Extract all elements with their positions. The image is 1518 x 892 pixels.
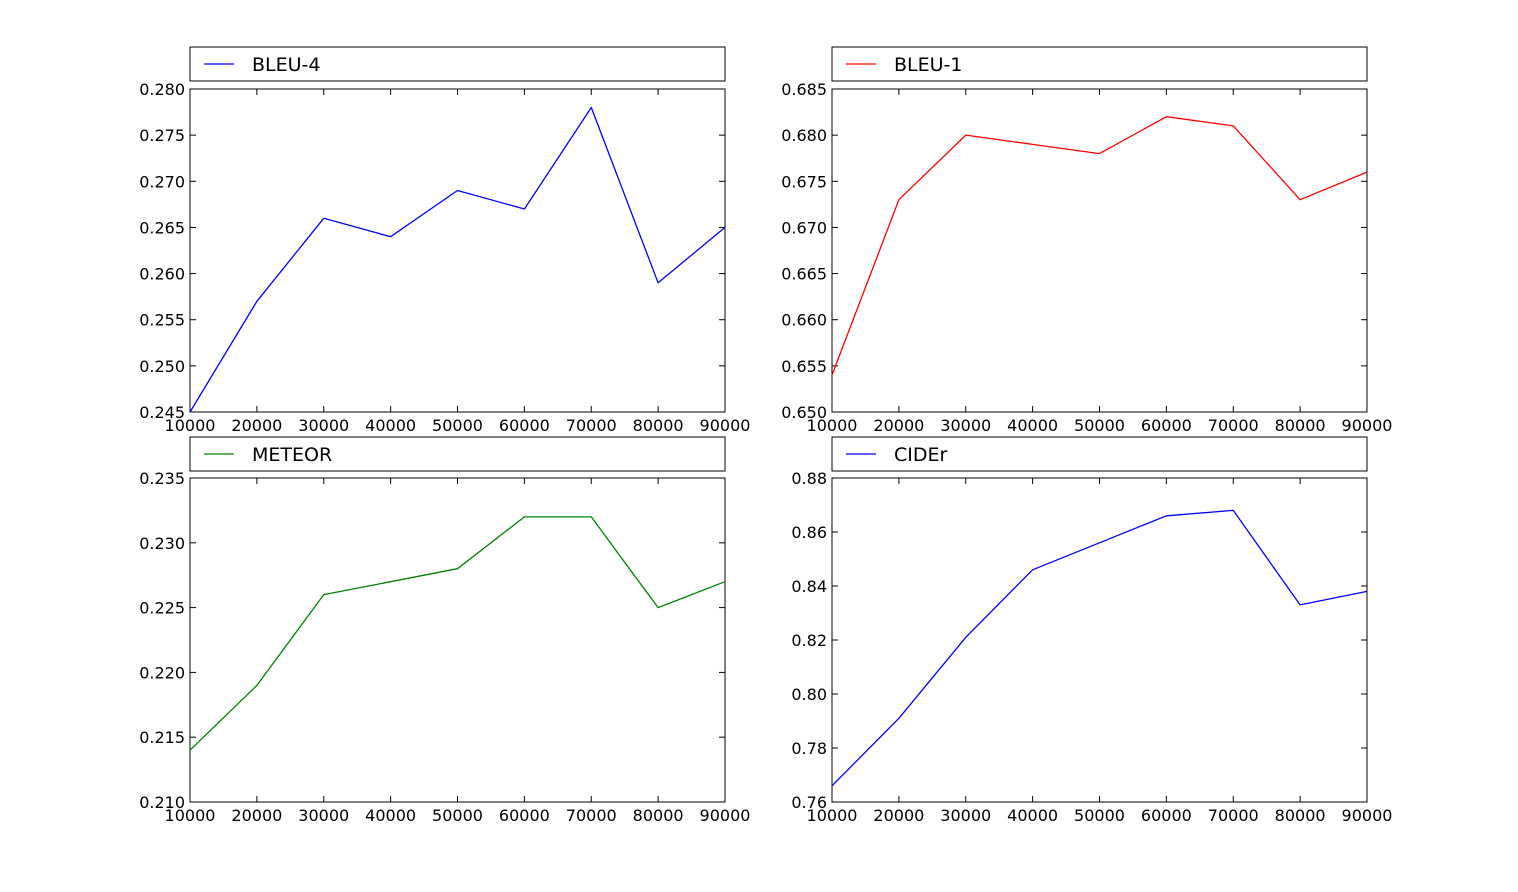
axes-frame	[189, 477, 726, 803]
x-tick-label: 90000	[1342, 806, 1393, 825]
y-tick-label: 0.665	[781, 265, 827, 284]
y-tick-label: 0.655	[781, 357, 827, 376]
x-tick-label: 90000	[700, 416, 751, 435]
legend-box	[831, 46, 1368, 82]
x-tick-label: 10000	[807, 806, 858, 825]
chart-panel-1: BLEU-4 10000 20000 30000 40000 50000 60000 7000…	[139, 46, 751, 435]
y-tick-label: 0.660	[781, 311, 827, 330]
x-tick-label: 40000	[365, 806, 416, 825]
x-tick-label: 50000	[1074, 416, 1125, 435]
y-tick-label: 0.76	[791, 793, 827, 812]
x-tick-label: 10000	[165, 806, 216, 825]
chart-panel-4: CIDEr 10000 20000 30000 40000 50000 60000 70000…	[791, 436, 1393, 825]
x-tick-label: 70000	[566, 416, 617, 435]
legend-box	[831, 436, 1368, 472]
x-tick-label: 20000	[873, 416, 924, 435]
x-tick-label: 50000	[432, 416, 483, 435]
legend-label: BLEU-4	[252, 54, 320, 76]
axes-frame	[831, 477, 1368, 803]
x-tick-label: 70000	[1208, 806, 1259, 825]
x-tick-label: 40000	[1007, 806, 1058, 825]
x-tick-label: 80000	[633, 416, 684, 435]
y-tick-label: 0.215	[139, 728, 185, 747]
y-tick-label: 0.86	[791, 523, 827, 542]
x-tick-label: 70000	[1208, 416, 1259, 435]
x-tick-label: 60000	[1141, 416, 1192, 435]
y-tick-label: 0.270	[139, 172, 185, 191]
x-tick-label: 30000	[298, 416, 349, 435]
y-tick-label: 0.235	[139, 469, 185, 488]
x-tick-label: 70000	[566, 806, 617, 825]
y-tick-label: 0.260	[139, 265, 185, 284]
y-tick-label: 0.245	[139, 403, 185, 422]
legend-label: METEOR	[252, 444, 332, 466]
x-tick-label: 80000	[1275, 806, 1326, 825]
x-tick-label: 60000	[1141, 806, 1192, 825]
y-tick-label: 0.685	[781, 80, 827, 99]
x-tick-label: 90000	[700, 806, 751, 825]
y-tick-label: 0.225	[139, 599, 185, 618]
y-tick-label: 0.250	[139, 357, 185, 376]
y-tick-label: 0.210	[139, 793, 185, 812]
x-tick-label: 30000	[940, 416, 991, 435]
x-tick-label: 60000	[499, 806, 550, 825]
y-tick-label: 0.80	[791, 685, 827, 704]
y-tick-label: 0.84	[791, 577, 827, 596]
y-tick-label: 0.265	[139, 218, 185, 237]
x-tick-label: 90000	[1342, 416, 1393, 435]
x-tick-label: 60000	[499, 416, 550, 435]
x-tick-label: 10000	[165, 416, 216, 435]
y-tick-label: 0.670	[781, 218, 827, 237]
x-tick-label: 80000	[1275, 416, 1326, 435]
y-tick-label: 0.280	[139, 80, 185, 99]
series-line-cider	[831, 509, 1368, 787]
legend-box	[189, 46, 726, 82]
y-tick-label: 0.78	[791, 739, 827, 758]
series-line-bleu-4	[189, 106, 726, 413]
y-tick-label: 0.82	[791, 631, 827, 650]
x-tick-label: 50000	[1074, 806, 1125, 825]
x-tick-label: 20000	[231, 416, 282, 435]
x-tick-label: 30000	[298, 806, 349, 825]
chart-panel-2: BLEU-1 10000 20000 30000 40000 50000 60000 7000…	[781, 46, 1393, 435]
x-tick-label: 10000	[807, 416, 858, 435]
x-tick-label: 40000	[1007, 416, 1058, 435]
legend-box	[189, 436, 726, 472]
y-tick-label: 0.88	[791, 469, 827, 488]
y-tick-label: 0.675	[781, 172, 827, 191]
x-tick-label: 80000	[633, 806, 684, 825]
legend-label: CIDEr	[894, 444, 948, 466]
x-tick-label: 20000	[231, 806, 282, 825]
chart-panel-3: METEOR 10000 20000 30000 40000 50000 60000 7000…	[139, 436, 751, 825]
y-tick-label: 0.230	[139, 534, 185, 553]
legend-label: BLEU-1	[894, 54, 962, 76]
y-tick-label: 0.680	[781, 126, 827, 145]
axes-frame	[189, 88, 726, 413]
series-line-bleu-1	[831, 116, 1368, 376]
y-tick-label: 0.275	[139, 126, 185, 145]
y-tick-label: 0.220	[139, 663, 185, 682]
y-tick-label: 0.650	[781, 403, 827, 422]
x-tick-label: 40000	[365, 416, 416, 435]
x-tick-label: 50000	[432, 806, 483, 825]
y-tick-label: 0.255	[139, 311, 185, 330]
axes-frame	[831, 88, 1368, 413]
x-tick-label: 20000	[873, 806, 924, 825]
series-line-meteor	[189, 516, 726, 751]
x-tick-label: 30000	[940, 806, 991, 825]
